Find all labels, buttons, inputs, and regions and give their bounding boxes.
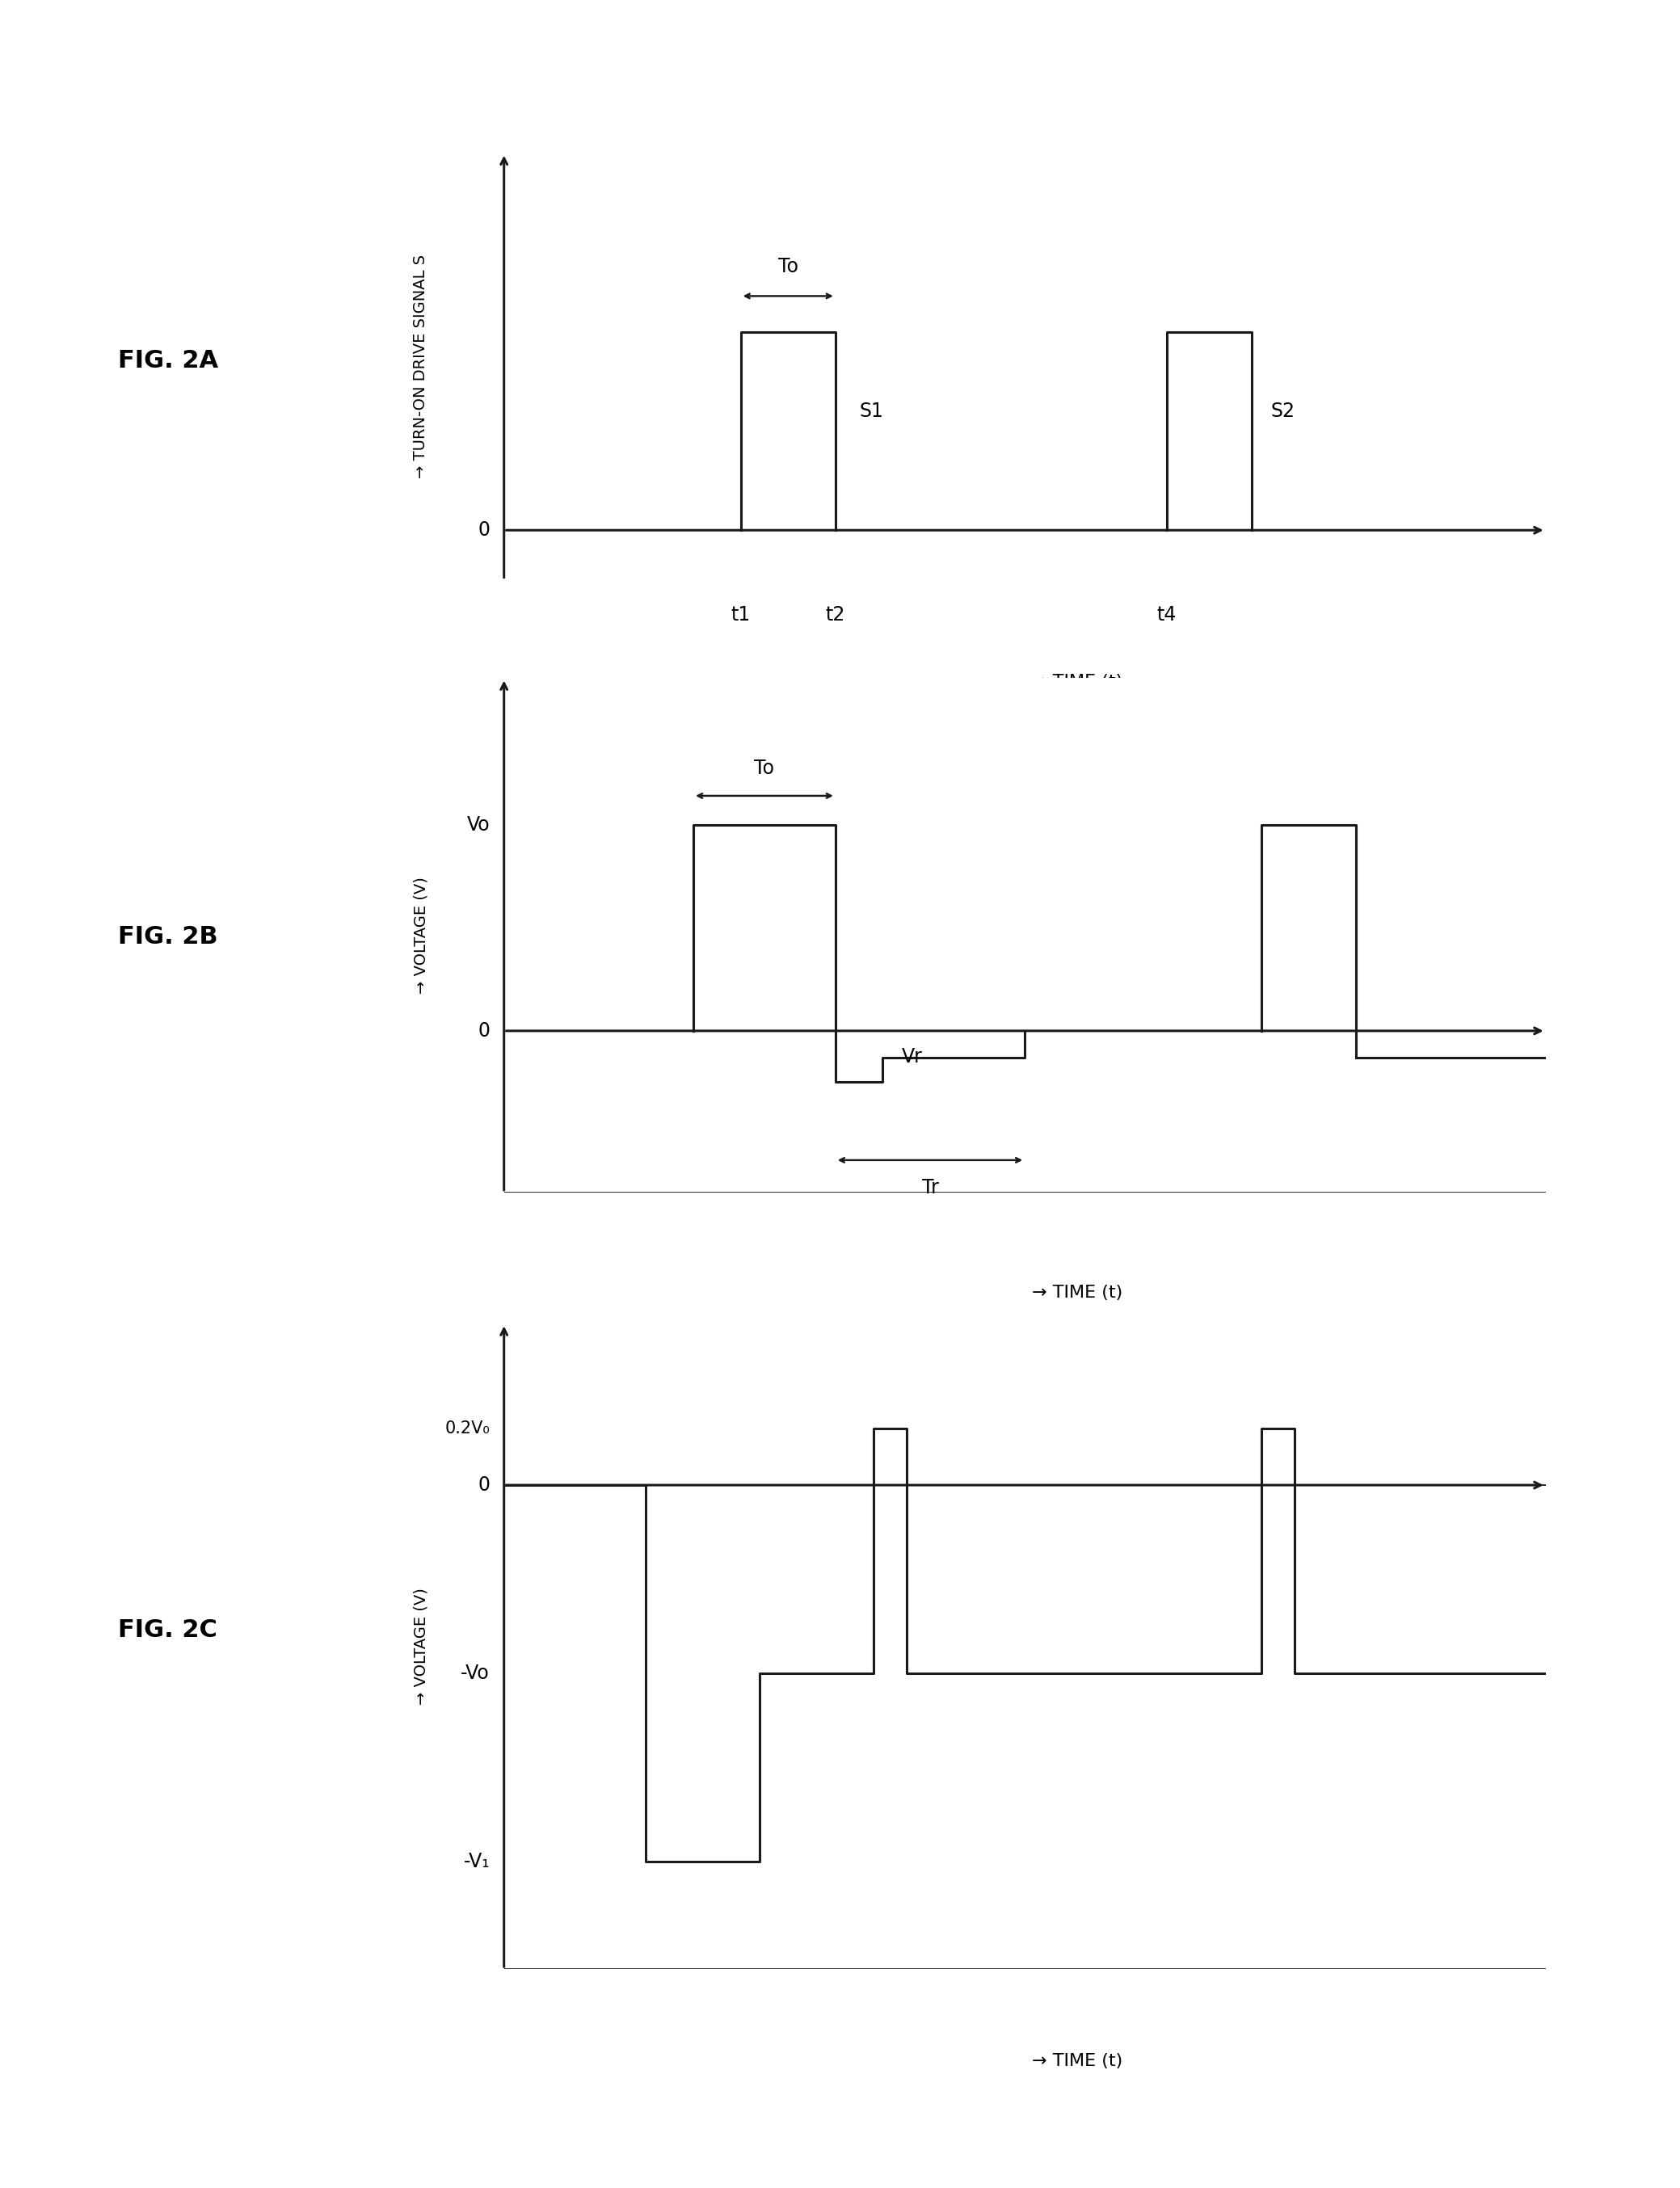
- Text: t4: t4: [1158, 606, 1176, 626]
- Text: t4: t4: [1252, 1783, 1272, 1803]
- Text: FIG. 2A: FIG. 2A: [118, 350, 218, 372]
- Text: → TIME (t): → TIME (t): [1032, 1284, 1122, 1302]
- Text: 0: 0: [477, 1022, 491, 1041]
- Text: t3: t3: [1015, 1783, 1035, 1803]
- Text: To: To: [754, 759, 774, 779]
- Text: → VOLTAGE (V): → VOLTAGE (V): [413, 1588, 428, 1704]
- Text: 0.2V₀: 0.2V₀: [445, 1420, 491, 1438]
- Text: -Vo: -Vo: [460, 1663, 491, 1683]
- Text: t1: t1: [684, 1783, 704, 1803]
- Text: → VOLTAGE (V): → VOLTAGE (V): [413, 877, 428, 993]
- Text: S1: S1: [858, 400, 884, 420]
- Text: Tr: Tr: [922, 1177, 939, 1197]
- Text: S2: S2: [1272, 400, 1295, 420]
- Text: → TURN-ON DRIVE SIGNAL S: → TURN-ON DRIVE SIGNAL S: [413, 254, 428, 479]
- Text: t2: t2: [825, 1783, 845, 1803]
- Text: → TIME (t): → TIME (t): [1032, 674, 1122, 689]
- Text: FIG. 2B: FIG. 2B: [118, 926, 217, 947]
- Text: -V₁: -V₁: [464, 1851, 491, 1871]
- Text: FIG. 2C: FIG. 2C: [118, 1619, 217, 1641]
- Text: → TIME (t): → TIME (t): [1032, 2052, 1122, 2070]
- Text: To: To: [778, 256, 798, 276]
- Text: t2: t2: [825, 606, 845, 626]
- Text: t1: t1: [731, 606, 751, 626]
- Text: 0: 0: [477, 521, 491, 540]
- Text: Vr: Vr: [902, 1046, 922, 1066]
- Text: Vo: Vo: [467, 816, 491, 836]
- Text: 0: 0: [477, 1475, 491, 1494]
